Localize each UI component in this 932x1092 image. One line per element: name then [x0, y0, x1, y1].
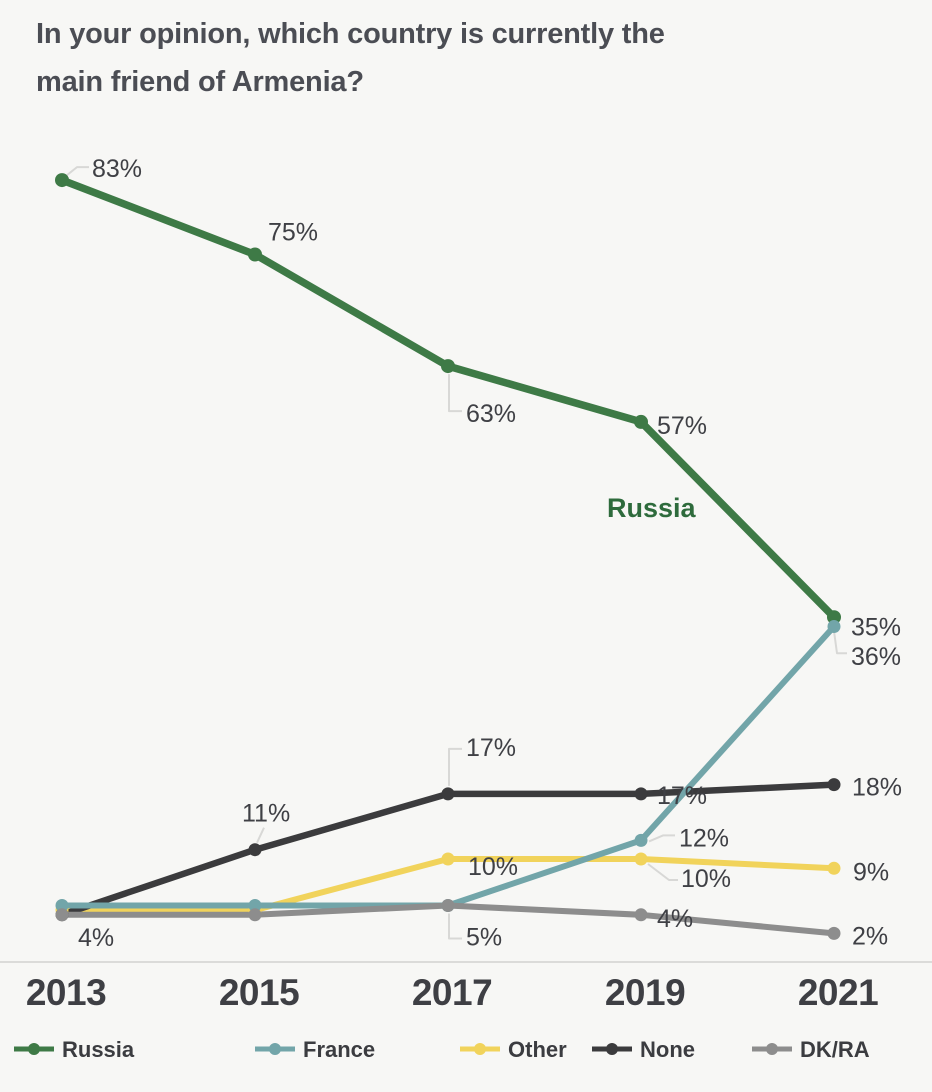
dkra-data-label-2021: 2% — [852, 922, 888, 950]
dkra-legend-dot-icon — [766, 1043, 778, 1055]
x-tick-2017: 2017 — [412, 972, 492, 1013]
other-data-label-2017: 10% — [468, 853, 518, 881]
other-point-2021[interactable] — [827, 861, 841, 875]
none-label-leader-line — [256, 827, 265, 844]
russia-data-label-2013: 83% — [92, 155, 142, 183]
france-point-2015[interactable] — [248, 899, 262, 912]
legend-item-other[interactable]: Other — [460, 1037, 567, 1062]
other-label-leader-line — [647, 863, 678, 881]
france-point-2021[interactable] — [827, 620, 841, 633]
russia-data-label-2017: 63% — [466, 400, 516, 428]
russia-point-2013[interactable] — [55, 173, 69, 188]
russia-label-leader-line — [833, 631, 847, 655]
none-data-label-2019: 17% — [657, 782, 707, 810]
legend-item-russia[interactable]: Russia — [14, 1037, 135, 1062]
dkra-point-2021[interactable] — [827, 926, 841, 940]
russia-label-leader-line — [448, 374, 462, 413]
legend-label-france: France — [303, 1037, 375, 1062]
other-point-2017[interactable] — [441, 852, 455, 866]
other-legend-dot-icon — [474, 1043, 486, 1055]
legend-label-russia: Russia — [62, 1037, 135, 1062]
france-data-label-2017: 5% — [466, 924, 502, 952]
russia-data-label-2021: 36% — [851, 643, 901, 671]
legend-label-dkra: DK/RA — [800, 1037, 870, 1062]
plot-area: 83% 75% 63% 57% 36% 10% 10% 9% 4% 11% 17% 17% 18% 5% 1… — [55, 155, 902, 952]
legend-item-none[interactable]: None — [592, 1037, 695, 1062]
none-data-label-2017: 17% — [466, 734, 516, 762]
russia-label-leader-line — [66, 166, 89, 176]
other-point-2019[interactable] — [634, 852, 648, 866]
other-data-label-2019: 10% — [681, 865, 731, 893]
russia-data-label-2019: 57% — [657, 412, 707, 440]
none-point-2019[interactable] — [634, 787, 648, 801]
x-tick-2013: 2013 — [26, 972, 106, 1013]
legend: Russia France Other None DK/RA — [14, 1037, 870, 1062]
legend-item-france[interactable]: France — [255, 1037, 375, 1062]
none-label-leader-line — [448, 747, 462, 786]
dkra-point-2013[interactable] — [55, 908, 69, 922]
series-annotation-russia: Russia — [607, 493, 697, 523]
label-leader-lines — [66, 166, 847, 940]
none-data-label-2013: 4% — [78, 924, 114, 952]
legend-label-none: None — [640, 1037, 695, 1062]
france-data-label-2019: 12% — [679, 824, 729, 852]
none-point-2015[interactable] — [248, 843, 262, 857]
dkra-point-2017[interactable] — [441, 899, 455, 912]
none-data-label-2021: 18% — [852, 774, 902, 802]
france-data-label-2021: 35% — [851, 614, 901, 642]
dkra-data-label-2019: 4% — [657, 905, 693, 933]
france-label-leader-line — [648, 834, 675, 843]
russia-data-label-2015: 75% — [268, 219, 318, 247]
x-tick-2021: 2021 — [798, 972, 878, 1013]
france-point-2013[interactable] — [55, 899, 69, 912]
data-labels: 83% 75% 63% 57% 36% 10% 10% 9% 4% 11% 17% 17% 18% 5% 1… — [78, 155, 902, 952]
france-label-leader-line — [448, 913, 462, 940]
russia-point-2015[interactable] — [248, 247, 262, 262]
russia-legend-dot-icon — [28, 1043, 40, 1055]
other-data-label-2021: 9% — [853, 858, 889, 886]
x-tick-2019: 2019 — [605, 972, 685, 1013]
series-lines — [58, 176, 838, 937]
legend-label-other: Other — [508, 1037, 567, 1062]
x-tick-2015: 2015 — [219, 972, 299, 1013]
series-points — [55, 173, 841, 940]
dkra-point-2019[interactable] — [634, 908, 648, 922]
russia-point-2019[interactable] — [634, 414, 648, 429]
chart-title: In your opinion, which country is curren… — [36, 18, 665, 98]
russia-point-2017[interactable] — [441, 359, 455, 374]
russia-point-2021[interactable] — [827, 610, 841, 625]
none-point-2021[interactable] — [827, 778, 841, 792]
dkra-point-2015[interactable] — [248, 908, 262, 922]
france-point-2019[interactable] — [634, 833, 648, 847]
none-legend-dot-icon — [606, 1043, 618, 1055]
legend-item-dkra[interactable]: DK/RA — [752, 1037, 870, 1062]
none-data-label-2015: 11% — [242, 800, 290, 828]
none-point-2017[interactable] — [441, 787, 455, 801]
france-legend-dot-icon — [269, 1043, 281, 1055]
